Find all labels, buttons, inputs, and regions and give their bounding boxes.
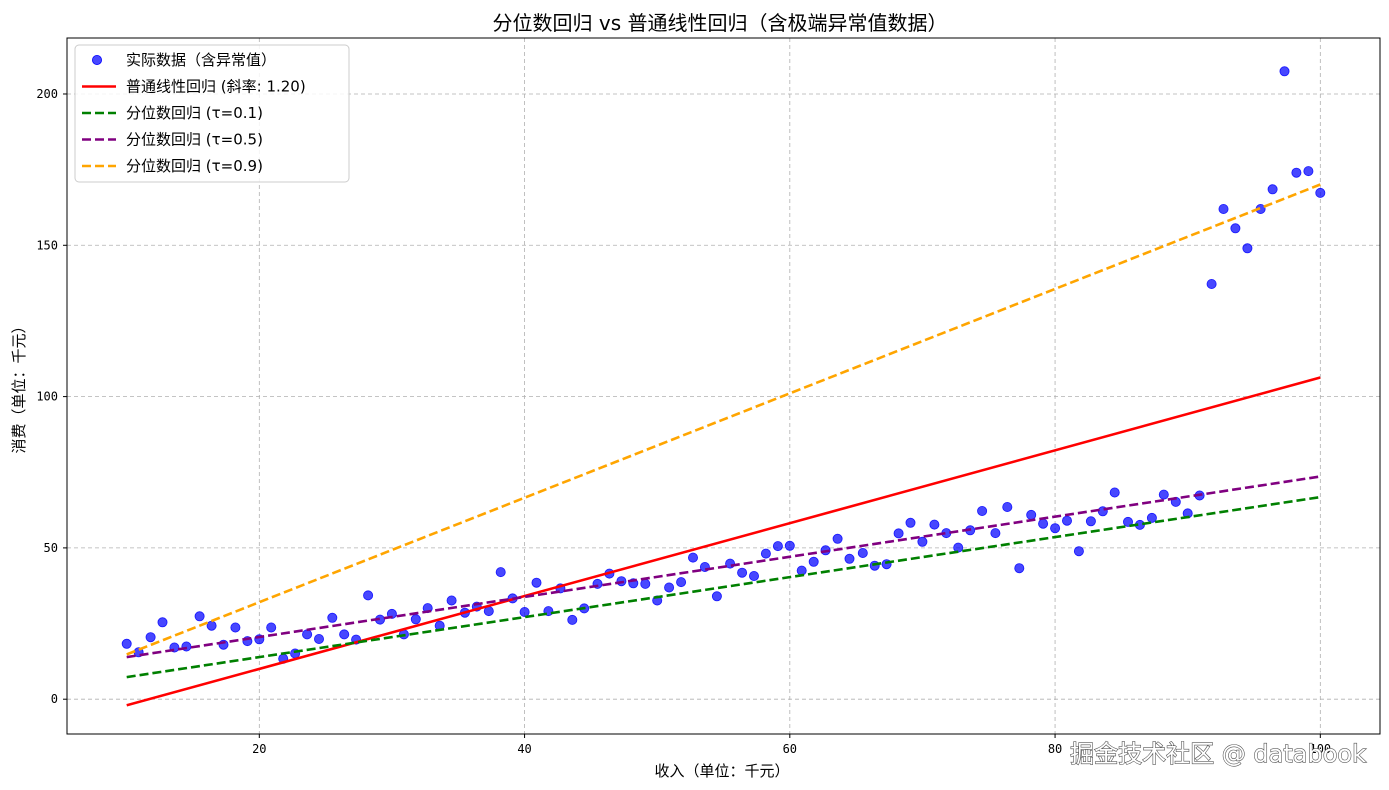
scatter-point [1158, 489, 1169, 500]
y-tick-label: 50 [44, 541, 58, 555]
legend-label: 实际数据（含异常值） [126, 51, 276, 69]
y-tick-label: 100 [36, 390, 58, 404]
scatter-point [664, 582, 675, 593]
scatter-point [121, 638, 132, 649]
scatter-point [1002, 501, 1013, 512]
scatter-point [410, 614, 421, 625]
x-tick-label: 100 [1309, 742, 1331, 756]
y-tick-label: 200 [36, 87, 58, 101]
y-tick-label: 150 [36, 238, 58, 252]
scatter-point [495, 567, 506, 578]
scatter-point [1218, 203, 1229, 214]
scatter-point [1242, 243, 1253, 254]
scatter-point [1038, 518, 1049, 529]
scatter-point [1303, 166, 1314, 177]
scatter-point [1206, 278, 1217, 289]
scatter-point [567, 614, 578, 625]
scatter-point [313, 634, 324, 645]
scatter-point [1085, 516, 1096, 527]
scatter-point [230, 622, 241, 633]
scatter-point [688, 552, 699, 563]
legend-label: 普通线性回归 (斜率: 1.20) [126, 78, 306, 96]
scatter-point [832, 533, 843, 544]
regression-line [126, 376, 1321, 707]
scatter-point [1073, 546, 1084, 557]
regression-line [126, 495, 1321, 679]
scatter-point [869, 560, 880, 571]
scatter-point [194, 611, 205, 622]
scatter-point [1062, 515, 1073, 526]
scatter-point [905, 517, 916, 528]
scatter-point [953, 542, 964, 553]
legend-label: 分位数回归 (τ=0.1) [126, 104, 263, 122]
scatter-point [737, 567, 748, 578]
regression-line [126, 183, 1321, 656]
x-tick-label: 60 [783, 742, 797, 756]
plot-frame [66, 37, 1381, 735]
scatter-point [363, 590, 374, 601]
y-tick-label: 0 [51, 692, 58, 706]
legend: 实际数据（含异常值） 普通线性回归 (斜率: 1.20) 分位数回归 (τ=0.1)… [74, 44, 350, 183]
x-tick-label: 80 [1048, 742, 1062, 756]
regression-line [126, 475, 1321, 659]
legend-label: 分位数回归 (τ=0.9) [126, 157, 263, 175]
scatter-point [749, 571, 760, 582]
scatter-point [519, 607, 530, 618]
scatter-point [711, 591, 722, 602]
scatter-point [339, 629, 350, 640]
scatter-point [1109, 487, 1120, 498]
watermark: 掘金技术社区 @ databook [1070, 740, 1366, 768]
scatter-point [893, 528, 904, 539]
legend-label: 分位数回归 (τ=0.5) [126, 131, 263, 149]
axis-ticks: 20 40 60 80 100 0 50 100 150 200 [36, 87, 1331, 756]
legend-box [74, 44, 350, 183]
scatter-point [1026, 509, 1037, 520]
scatter-point [1315, 187, 1326, 198]
scatter-point [760, 548, 771, 559]
x-tick-label: 20 [252, 742, 266, 756]
scatter-point [1146, 512, 1157, 523]
scatter-point [531, 577, 542, 588]
scatter-point [929, 519, 940, 530]
x-tick-label: 40 [517, 742, 531, 756]
scatter-point [327, 612, 338, 623]
scatter-point [640, 578, 651, 589]
scatter-point [1123, 516, 1134, 527]
chart-title: 分位数回归 vs 普通线性回归（含极端异常值数据） [493, 11, 948, 35]
scatter-point [446, 595, 457, 606]
y-axis-label: 消费（单位：千元） [10, 318, 28, 453]
scatter-point [676, 577, 687, 588]
scatter-point [157, 617, 168, 628]
scatter-point [990, 528, 1001, 539]
scatter-point [1267, 184, 1278, 195]
scatter-point [302, 629, 313, 640]
scatter-point [206, 620, 217, 631]
scatter-point [1050, 523, 1061, 534]
scatter-point [1279, 66, 1290, 77]
scatter-point [266, 622, 277, 633]
x-axis-label: 收入（单位：千元） [654, 762, 789, 780]
scatter-point [977, 505, 988, 516]
scatter-point [917, 536, 928, 547]
scatter-point [784, 540, 795, 551]
scatter-point [857, 548, 868, 559]
scatter-point [145, 632, 156, 643]
legend-marker [92, 55, 103, 66]
scatter-point [796, 565, 807, 576]
scatter-point [808, 556, 819, 567]
scatter-point [844, 553, 855, 564]
scatter-point [772, 541, 783, 552]
scatter-point [1291, 167, 1302, 178]
scatter-point [1230, 223, 1241, 234]
scatter-point [1014, 563, 1025, 574]
regression-lines [126, 183, 1321, 707]
